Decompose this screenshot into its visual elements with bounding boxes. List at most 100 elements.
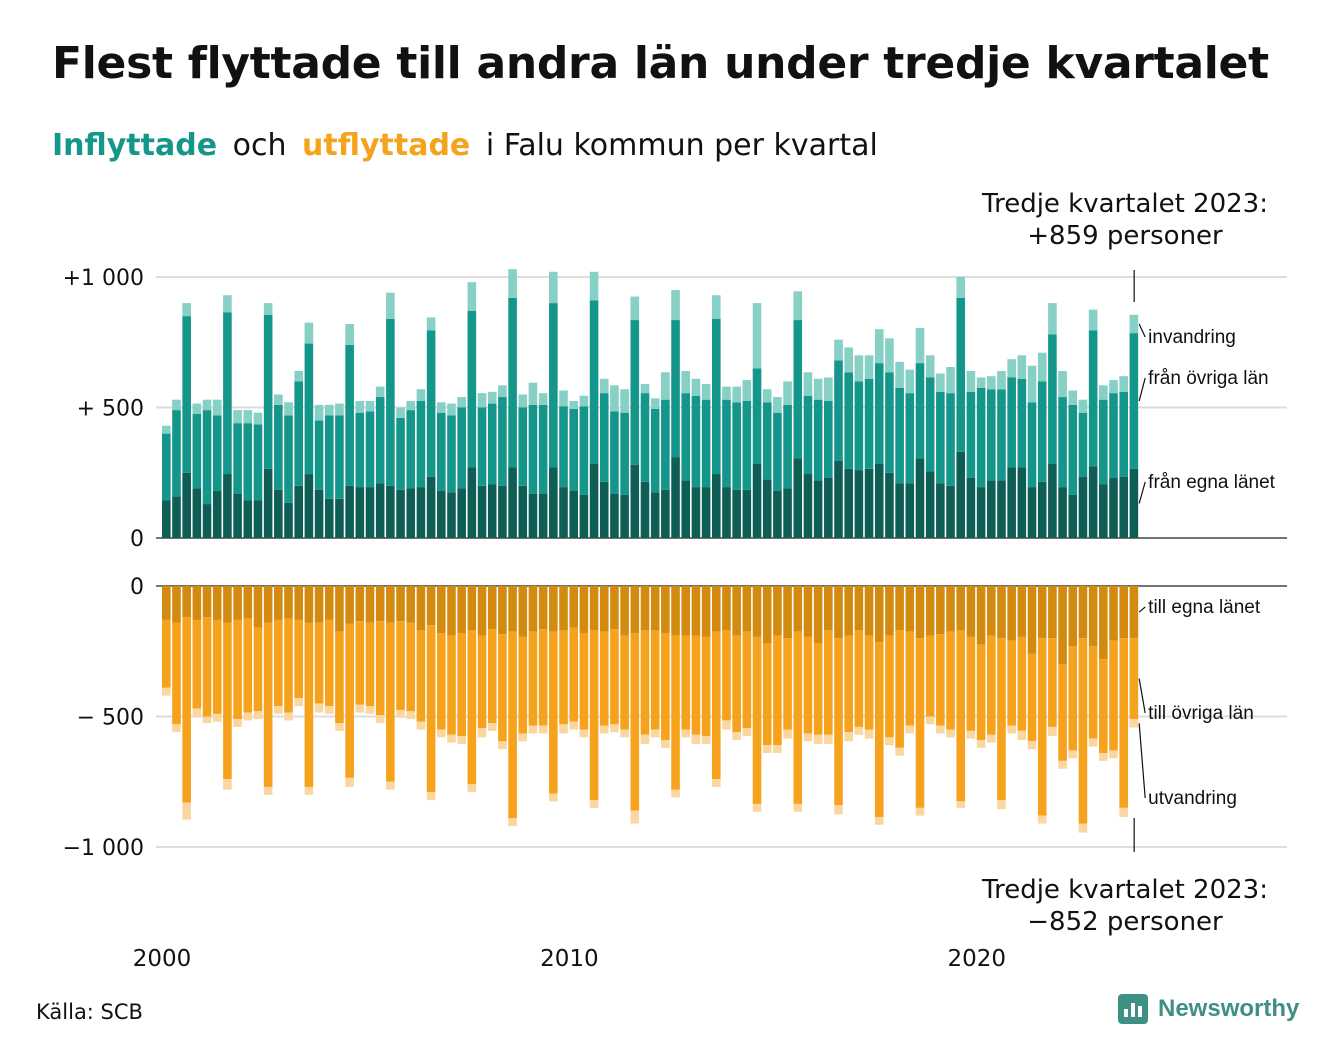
bar-segment [1068, 390, 1078, 405]
bar-segment [834, 638, 843, 806]
bar-segment [661, 489, 670, 538]
bar-segment [650, 408, 660, 493]
bar-segment [589, 300, 599, 464]
bar-segment [406, 586, 416, 623]
bar-segment [610, 586, 619, 630]
bar-segment [701, 487, 711, 538]
bar-segment [1037, 481, 1047, 538]
bar-segment [202, 586, 212, 618]
bar-segment [375, 586, 385, 622]
bar-segment [885, 586, 894, 636]
bar-segment [182, 802, 191, 820]
bar-segment [925, 635, 935, 717]
bar-segment [182, 617, 191, 803]
bar-segment [172, 496, 181, 538]
bar-segment [467, 784, 477, 793]
bar-segment [487, 629, 497, 724]
bar-segment [1068, 494, 1078, 538]
bar-segment [925, 355, 935, 378]
label-leader [1138, 323, 1146, 338]
bar-segment [915, 363, 925, 459]
y-tick-label: 0 [130, 575, 144, 600]
bar-segment [691, 395, 701, 488]
bar-segment [396, 586, 405, 622]
bar-segment [752, 303, 762, 369]
y-tick-label: 0 [130, 527, 144, 552]
bar-segment [711, 474, 721, 538]
bar-segment [630, 464, 640, 538]
bar-segment [1078, 399, 1088, 413]
bar-segment [457, 632, 466, 737]
bar-segment [569, 627, 578, 722]
bar-segment [355, 487, 365, 538]
bar-segment [1027, 741, 1037, 750]
bar-segment [1027, 586, 1037, 654]
bar-segment [671, 320, 680, 458]
bar-segment [671, 457, 680, 538]
bar-segment [324, 404, 334, 416]
bar-segment [936, 586, 945, 635]
bar-segment [549, 586, 558, 632]
bar-segment [375, 715, 385, 724]
bar-segment [661, 632, 670, 740]
bar-segment [824, 630, 833, 735]
annotation-label: Tredje kvartalet 2023: [981, 189, 1268, 219]
bar-segment [559, 406, 568, 488]
bar-segment [803, 586, 813, 637]
bar-segment [793, 458, 803, 538]
bar-segment [386, 622, 395, 782]
bar-segment [335, 415, 344, 499]
bar-segment [406, 488, 416, 538]
bar-segment [233, 493, 242, 538]
bar-segment [701, 586, 711, 637]
bar-segment [406, 410, 416, 489]
bar-segment [1088, 646, 1098, 739]
bar-segment [243, 410, 253, 424]
bar-segment [732, 635, 741, 733]
bar-segment [487, 723, 497, 731]
bar-segment [538, 493, 548, 538]
bar-segment [457, 736, 466, 744]
bar-segment [223, 474, 232, 538]
bar-segment [579, 395, 589, 407]
bar-segment [762, 745, 772, 754]
bar-segment [498, 397, 507, 486]
bar-segment [854, 355, 864, 382]
bar-segment [518, 394, 528, 408]
bar-segment [477, 407, 487, 486]
bar-segment [671, 635, 680, 790]
bar-segment [538, 586, 548, 630]
bar-segment [722, 630, 731, 721]
bar-segment [915, 638, 925, 808]
bar-segment [498, 634, 507, 742]
bar-segment [650, 398, 660, 409]
bar-segment [274, 404, 283, 490]
bar-segment [915, 327, 925, 364]
bar-segment [538, 393, 548, 405]
bar-segment [304, 786, 314, 795]
bar-segment [253, 586, 263, 628]
bar-segment [253, 711, 263, 720]
bar-segment [559, 630, 568, 725]
bar-segment [1058, 760, 1067, 769]
bar-segment [212, 399, 222, 416]
bar-segment [976, 644, 986, 740]
bar-segment [793, 803, 803, 812]
bar-segment [528, 493, 538, 538]
bar-segment [314, 489, 324, 538]
bar-segment [1037, 586, 1047, 639]
bar-segment [691, 734, 701, 744]
bar-segment [559, 586, 568, 631]
bar-segment [345, 323, 354, 345]
bar-segment [610, 629, 619, 725]
bar-segment [1048, 334, 1057, 464]
bar-segment [314, 420, 324, 490]
bar-segment [508, 631, 517, 819]
bar-segment [518, 485, 528, 538]
bar-segment [569, 721, 578, 730]
bar-segment [986, 376, 996, 390]
y-tick-label: −1 000 [63, 836, 144, 861]
bar-segment [1078, 638, 1088, 824]
bar-segment [610, 411, 619, 494]
bar-segment [966, 636, 976, 731]
